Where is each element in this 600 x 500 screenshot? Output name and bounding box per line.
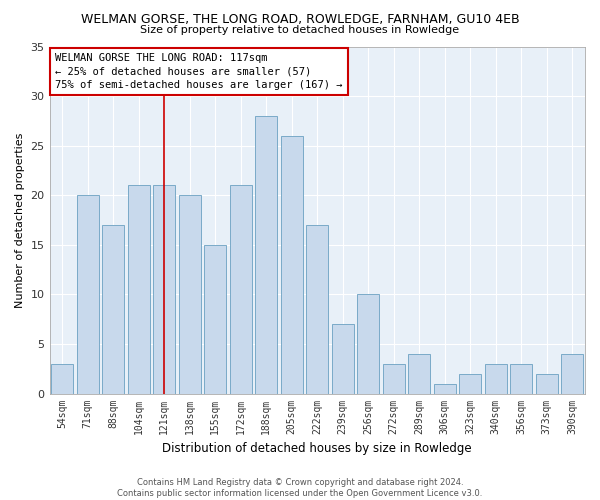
Text: Size of property relative to detached houses in Rowledge: Size of property relative to detached ho… <box>140 25 460 35</box>
Bar <box>128 186 149 394</box>
Bar <box>511 364 532 394</box>
Bar <box>409 354 430 394</box>
Bar <box>383 364 404 394</box>
Bar <box>562 354 583 394</box>
X-axis label: Distribution of detached houses by size in Rowledge: Distribution of detached houses by size … <box>163 442 472 455</box>
Text: WELMAN GORSE THE LONG ROAD: 117sqm
← 25% of detached houses are smaller (57)
75%: WELMAN GORSE THE LONG ROAD: 117sqm ← 25%… <box>55 54 343 90</box>
Bar <box>154 186 175 394</box>
Bar <box>77 195 98 394</box>
Bar <box>205 245 226 394</box>
Bar <box>332 324 353 394</box>
Bar <box>460 374 481 394</box>
Bar <box>358 294 379 394</box>
Bar <box>52 364 73 394</box>
Y-axis label: Number of detached properties: Number of detached properties <box>15 132 25 308</box>
Bar <box>307 225 328 394</box>
Bar <box>536 374 557 394</box>
Text: Contains HM Land Registry data © Crown copyright and database right 2024.
Contai: Contains HM Land Registry data © Crown c… <box>118 478 482 498</box>
Text: WELMAN GORSE, THE LONG ROAD, ROWLEDGE, FARNHAM, GU10 4EB: WELMAN GORSE, THE LONG ROAD, ROWLEDGE, F… <box>80 12 520 26</box>
Bar <box>179 195 200 394</box>
Bar <box>485 364 506 394</box>
Bar <box>103 225 124 394</box>
Bar <box>230 186 251 394</box>
Bar <box>434 384 455 394</box>
Bar <box>281 136 302 394</box>
Bar <box>256 116 277 394</box>
